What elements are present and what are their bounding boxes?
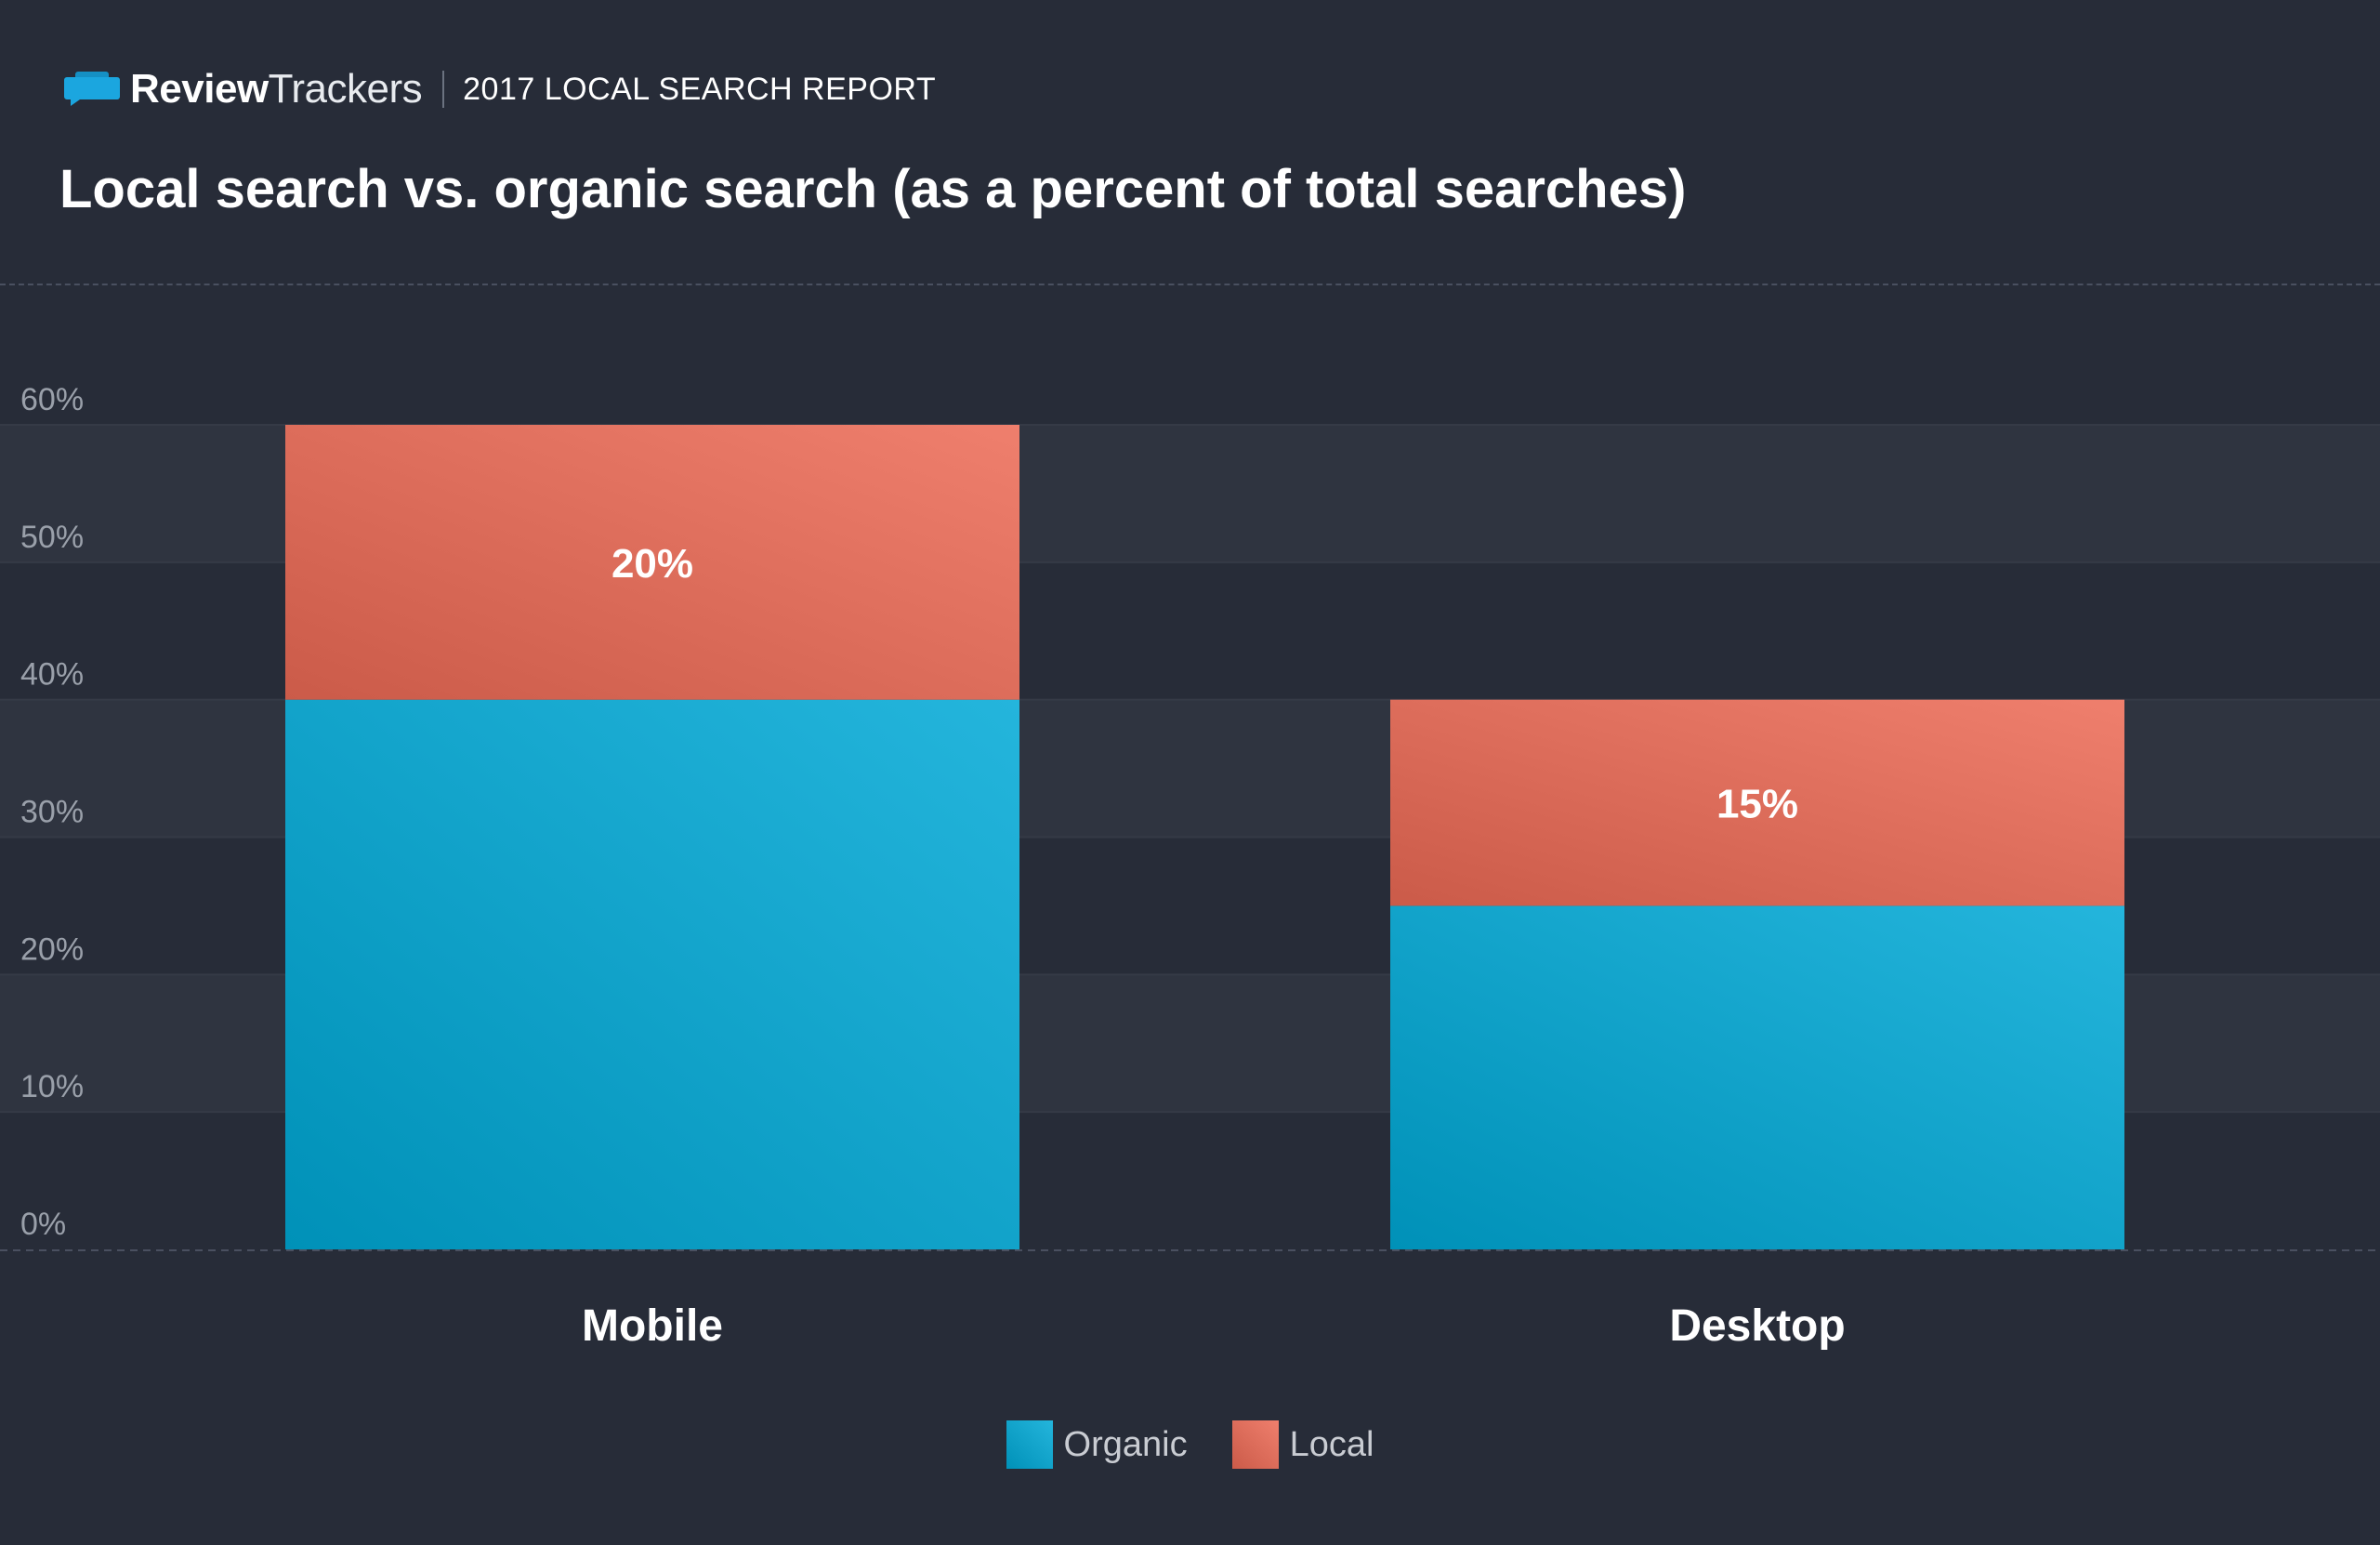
chat-bubble-logo-icon — [64, 72, 120, 106]
legend-label: Organic — [1063, 1424, 1188, 1464]
x-category-label: Mobile — [582, 1301, 723, 1351]
data-label: 15% — [1716, 782, 1798, 827]
legend-item-organic: Organic — [1006, 1420, 1188, 1469]
y-tick-label: 20% — [20, 931, 84, 967]
legend-item-local: Local — [1231, 1420, 1374, 1469]
legend-swatch — [1006, 1420, 1053, 1469]
bar-local-desktop — [1390, 699, 2124, 906]
chart-title: Local search vs. organic search (as a pe… — [59, 159, 1687, 219]
y-tick-label: 60% — [20, 382, 84, 417]
title-divider — [0, 284, 2380, 285]
report-name: 2017 LOCAL SEARCH REPORT — [463, 71, 937, 107]
bar-organic-desktop — [1390, 905, 2124, 1249]
legend-label: Local — [1289, 1424, 1374, 1464]
bar-organic-mobile — [285, 699, 1019, 1249]
stacked-bar-chart: 0% 10% 20% 30% 40% 50% 60% 20% Mobile 15% Desktop — [0, 382, 2380, 1351]
y-tick-label: 50% — [20, 520, 84, 555]
bar-local-mobile — [285, 425, 1019, 700]
report-header: ReviewTrackers 2017 LOCAL SEARCH REPORT — [63, 61, 936, 117]
y-tick-label: 40% — [20, 657, 84, 693]
x-category-label: Desktop — [1669, 1301, 1845, 1351]
brand-logo: ReviewTrackers — [130, 66, 423, 112]
data-label: 20% — [611, 541, 693, 587]
chart-legend: Organic Local — [0, 1420, 2380, 1469]
y-tick-label: 0% — [20, 1207, 66, 1242]
header-separator — [442, 71, 445, 108]
y-tick-label: 30% — [20, 795, 84, 830]
y-tick-label: 10% — [20, 1069, 84, 1104]
legend-swatch — [1231, 1420, 1279, 1469]
